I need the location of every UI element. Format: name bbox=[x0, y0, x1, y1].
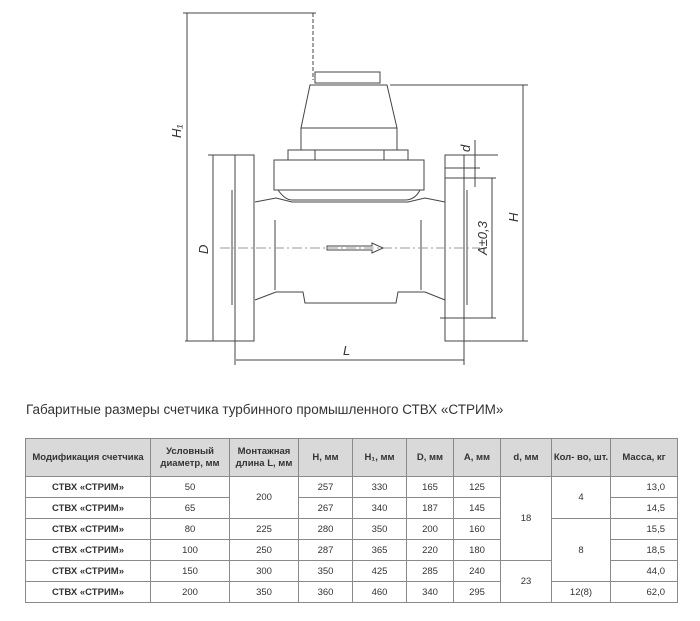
cell-h1: 425 bbox=[352, 560, 407, 582]
header-h: H, мм bbox=[298, 438, 353, 477]
cell-length: 300 bbox=[229, 560, 299, 582]
cell-h: 280 bbox=[298, 518, 353, 540]
label-h1: H₁ bbox=[169, 125, 184, 139]
cell-model: СТВХ «СТРИМ» bbox=[25, 560, 151, 582]
cell-mass: 15,5 bbox=[610, 518, 678, 540]
header-length: Монтажная длина L, мм bbox=[229, 438, 299, 477]
table-row: СТВХ «СТРИМ» 200 350 360 460 340 295 12(… bbox=[25, 581, 678, 603]
cell-h: 267 bbox=[298, 497, 353, 519]
cell-a: 295 bbox=[453, 581, 501, 603]
cell-a: 125 bbox=[453, 476, 501, 498]
label-l: L bbox=[343, 343, 350, 358]
cell-h: 257 bbox=[298, 476, 353, 498]
header-dn: Условный диаметр, мм bbox=[150, 438, 230, 477]
cell-model: СТВХ «СТРИМ» bbox=[25, 581, 151, 603]
cell-a: 180 bbox=[453, 539, 501, 561]
header-qty: Кол- во, шт. bbox=[551, 438, 611, 477]
cell-a: 240 bbox=[453, 560, 501, 582]
cell-h: 360 bbox=[298, 581, 353, 603]
cell-h: 350 bbox=[298, 560, 353, 582]
cell-h: 287 bbox=[298, 539, 353, 561]
cell-length: 200 bbox=[229, 476, 299, 519]
cell-h1: 365 bbox=[352, 539, 407, 561]
cell-mass: 44,0 bbox=[610, 560, 678, 582]
cell-d-diameter: 165 bbox=[406, 476, 454, 498]
cell-d-diameter: 340 bbox=[406, 581, 454, 603]
cell-model: СТВХ «СТРИМ» bbox=[25, 539, 151, 561]
cell-model: СТВХ «СТРИМ» bbox=[25, 476, 151, 498]
cell-a: 160 bbox=[453, 518, 501, 540]
cell-d-hole: 23 bbox=[500, 560, 552, 603]
label-h: H bbox=[506, 212, 521, 222]
cell-h1: 330 bbox=[352, 476, 407, 498]
table-row: СТВХ «СТРИМ» 50 200 257 330 165 125 18 4… bbox=[25, 476, 678, 561]
nut bbox=[383, 149, 409, 161]
table-caption: Габаритные размеры счетчика турбинного п… bbox=[26, 402, 504, 417]
cell-dn: 50 bbox=[150, 476, 230, 498]
flow-arrow-icon bbox=[326, 242, 385, 254]
label-d-diameter: D bbox=[196, 245, 211, 254]
cell-mass: 14,5 bbox=[610, 497, 678, 519]
cell-dn: 150 bbox=[150, 560, 230, 582]
cell-model: СТВХ «СТРИМ» bbox=[25, 497, 151, 519]
cell-mass: 18,5 bbox=[610, 539, 678, 561]
cell-d-diameter: 187 bbox=[406, 497, 454, 519]
cell-qty: 8 bbox=[551, 518, 611, 582]
table-row: СТВХ «СТРИМ» 150 300 350 425 285 240 23 … bbox=[25, 560, 678, 603]
cell-model: СТВХ «СТРИМ» bbox=[25, 518, 151, 540]
cell-dn: 80 bbox=[150, 518, 230, 540]
meter-body-flange bbox=[273, 159, 425, 191]
cell-mass: 13,0 bbox=[610, 476, 678, 498]
meter-dimension-drawing: H₁ D L H A±0,3 d bbox=[169, 12, 528, 365]
cell-dn: 65 bbox=[150, 497, 230, 519]
header-d-diameter: D, мм bbox=[406, 438, 454, 477]
cell-length: 225 bbox=[229, 518, 299, 540]
table-header-row: Модификация счетчика Условный диаметр, м… bbox=[25, 438, 678, 477]
label-a: A±0,3 bbox=[475, 220, 490, 256]
cell-length: 350 bbox=[229, 581, 299, 603]
cell-d-hole: 18 bbox=[500, 476, 552, 561]
cell-h1: 460 bbox=[352, 581, 407, 603]
label-d-hole: d bbox=[458, 144, 473, 152]
cell-mass: 62,0 bbox=[610, 581, 678, 603]
header-model: Модификация счетчика bbox=[25, 438, 151, 477]
cell-dn: 100 bbox=[150, 539, 230, 561]
dimensions-table: Модификация счетчика Условный диаметр, м… bbox=[25, 438, 678, 603]
table-row: СТВХ «СТРИМ» 65 267 340 187 145 14,5 bbox=[25, 497, 678, 519]
cell-d-diameter: 200 bbox=[406, 518, 454, 540]
cell-dn: 200 bbox=[150, 581, 230, 603]
cell-a: 145 bbox=[453, 497, 501, 519]
header-a: A, мм bbox=[453, 438, 501, 477]
cell-h1: 350 bbox=[352, 518, 407, 540]
cell-qty: 4 bbox=[551, 476, 611, 519]
header-mass: Масса, кг bbox=[610, 438, 678, 477]
table-row: СТВХ «СТРИМ» 80 225 280 350 200 160 8 15… bbox=[25, 518, 678, 582]
cell-d-diameter: 220 bbox=[406, 539, 454, 561]
meter-dome bbox=[300, 84, 398, 129]
cell-d-diameter: 285 bbox=[406, 560, 454, 582]
header-h1: H₁, мм bbox=[352, 438, 407, 477]
cell-qty: 12(8) bbox=[551, 581, 611, 603]
meter-pipe bbox=[254, 197, 446, 304]
meter-cap bbox=[314, 71, 381, 84]
cell-h1: 340 bbox=[352, 497, 407, 519]
cell-length: 250 bbox=[229, 539, 299, 561]
nut bbox=[287, 149, 316, 161]
header-d-hole: d, мм bbox=[500, 438, 552, 477]
table-row: СТВХ «СТРИМ» 100 250 287 365 220 180 18,… bbox=[25, 539, 678, 561]
